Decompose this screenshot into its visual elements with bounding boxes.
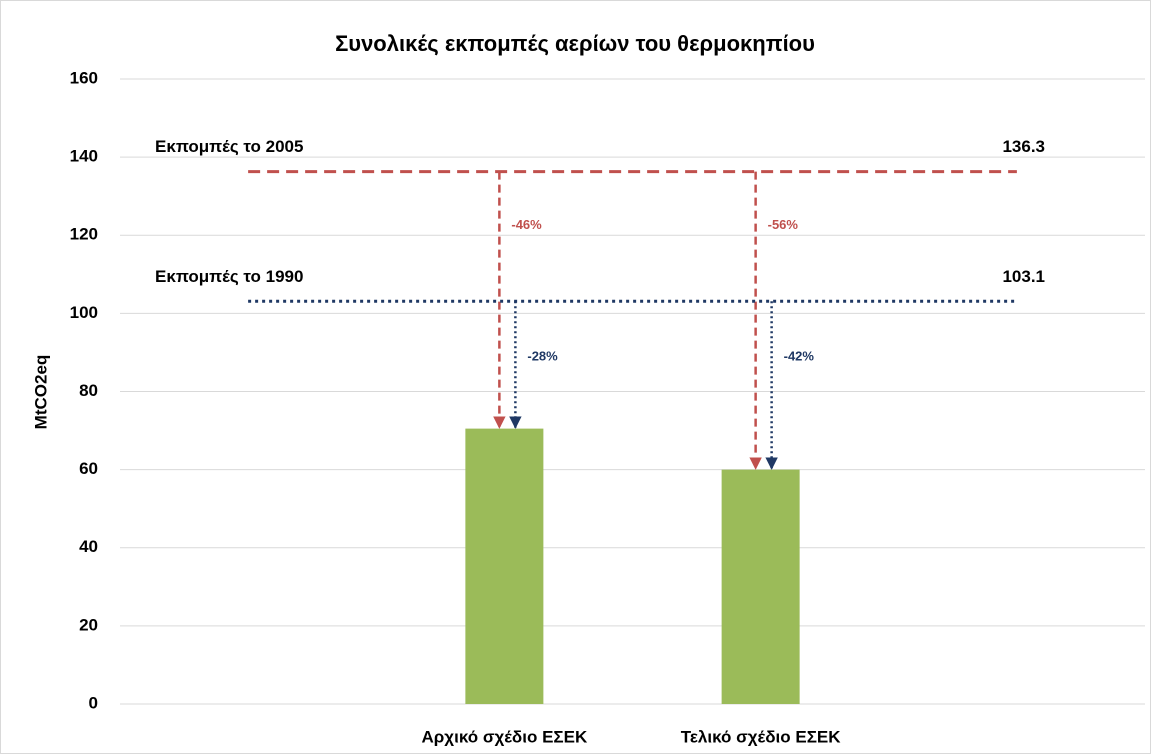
change-label: -56% [768,217,799,232]
y-tick-label: 0 [89,693,98,712]
y-tick-label: 120 [70,225,98,244]
y-tick-label: 100 [70,303,98,322]
reference-label: Εκπομπές το 2005 [155,137,303,156]
bar [465,428,544,704]
y-tick-label: 20 [79,615,98,634]
x-tick-label: Τελικό σχέδιο ΕΣΕΚ [681,727,841,746]
change-label: -28% [527,349,558,364]
x-tick-label: Αρχικό σχέδιο ΕΣΕΚ [422,727,588,746]
reference-value: 136.3 [1002,137,1045,156]
y-tick-label: 60 [79,459,98,478]
y-tick-label: 140 [70,147,98,166]
y-tick-label: 160 [70,68,98,87]
reference-label: Εκπομπές το 1990 [155,267,303,286]
change-label: -46% [511,217,542,232]
y-tick-label: 40 [79,537,98,556]
y-axis-label: MtCO2eq [31,355,50,430]
change-label: -42% [784,349,815,364]
y-tick-label: 80 [79,381,98,400]
bar [721,469,800,704]
chart-title: Συνολικές εκπομπές αερίων του θερμοκηπίο… [335,31,815,56]
reference-value: 103.1 [1002,267,1045,286]
